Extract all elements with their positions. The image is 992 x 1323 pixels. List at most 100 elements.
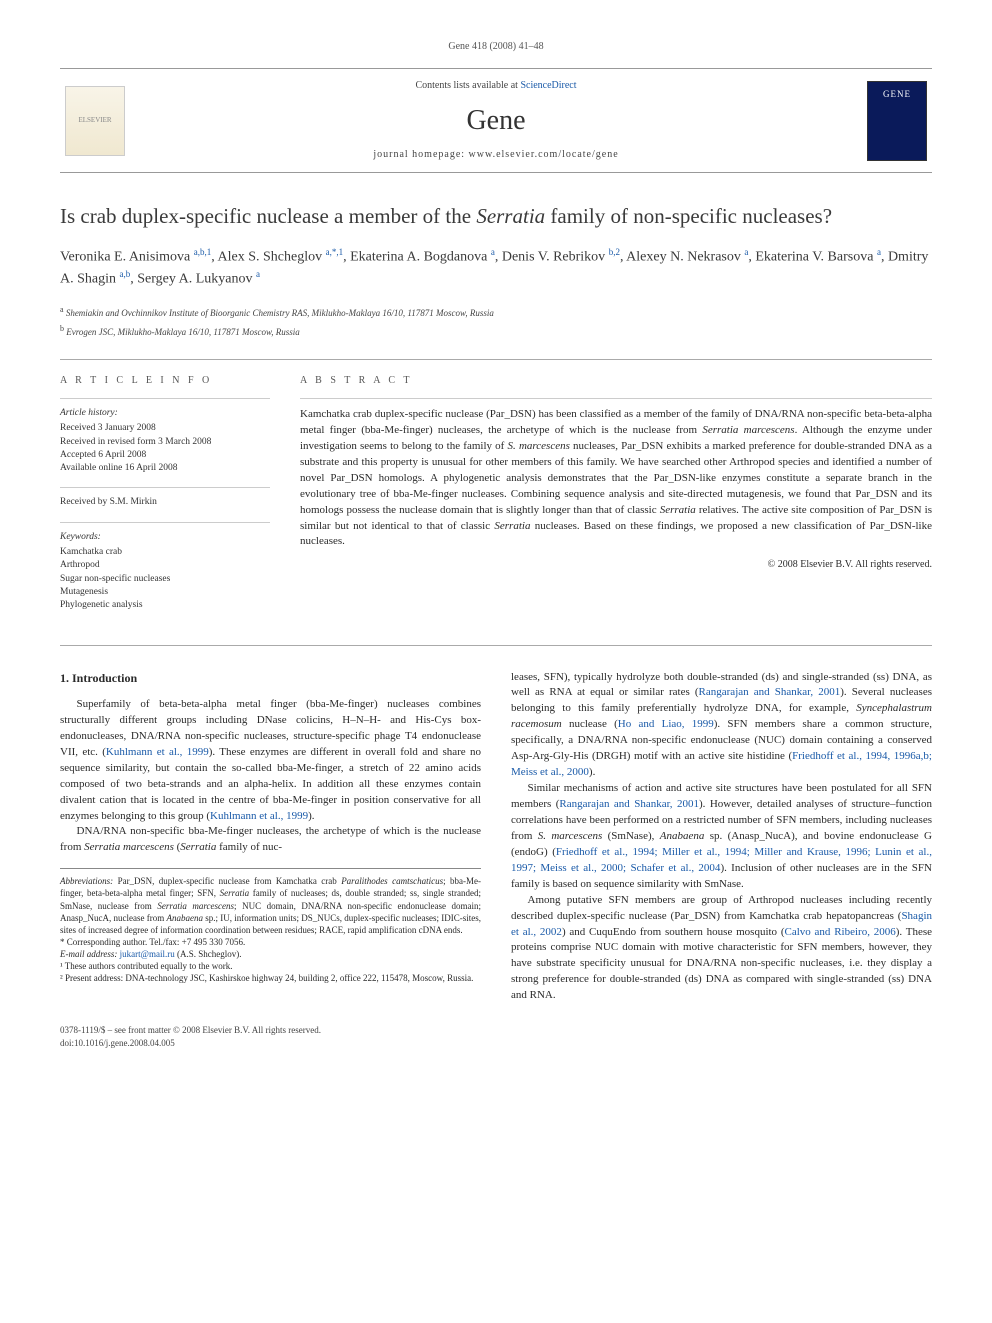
p4b: ) and CuquEndo from southern house mosqu… bbox=[562, 926, 785, 938]
footnote-2: ² Present address: DNA-technology JSC, K… bbox=[60, 972, 481, 984]
history-received: Received 3 January 2008 bbox=[60, 422, 270, 435]
email-link[interactable]: jukart@mail.ru bbox=[120, 949, 175, 959]
kw-5: Phylogenetic analysis bbox=[60, 599, 270, 612]
ref-ho-liao[interactable]: Ho and Liao, 1999 bbox=[618, 718, 714, 730]
info-rule-3 bbox=[60, 522, 270, 523]
intro-p3: Similar mechanisms of action and active … bbox=[511, 781, 932, 893]
p2f: nuclease ( bbox=[562, 718, 618, 730]
author-1: Veronika E. Anisimova bbox=[60, 250, 194, 265]
abbreviations: Abbreviations: Par_DSN, duplex-specific … bbox=[60, 875, 481, 936]
footer-meta: 0378-1119/$ – see front matter © 2008 El… bbox=[60, 1024, 932, 1049]
ref-kuhlmann-2[interactable]: Kuhlmann et al., 1999 bbox=[210, 810, 308, 822]
author-3-aff[interactable]: a bbox=[491, 247, 495, 257]
history-head: Article history: bbox=[60, 407, 270, 420]
kw-2: Arthropod bbox=[60, 559, 270, 572]
title-post: family of non-specific nucleases? bbox=[545, 204, 832, 228]
abbrev-head: Abbreviations: bbox=[60, 876, 113, 886]
intro-heading: 1. Introduction bbox=[60, 670, 481, 687]
author-1-aff[interactable]: a,b,1 bbox=[194, 247, 212, 257]
kw-4: Mutagenesis bbox=[60, 586, 270, 599]
abbrev-i4: Anabaena bbox=[166, 913, 203, 923]
p3i2: Anabaena bbox=[660, 830, 705, 842]
email-post: (A.S. Shcheglov). bbox=[175, 949, 242, 959]
author-2: Alex S. Shcheglov bbox=[218, 250, 326, 265]
intro-p4: Among putative SFN members are group of … bbox=[511, 893, 932, 1005]
ref-kuhlmann-1[interactable]: Kuhlmann et al., 1999 bbox=[106, 746, 209, 758]
abstract: A B S T R A C T Kamchatka crab duplex-sp… bbox=[300, 374, 932, 625]
author-6-aff[interactable]: a bbox=[877, 247, 881, 257]
author-list: Veronika E. Anisimova a,b,1, Alex S. Shc… bbox=[60, 246, 932, 289]
article-info-heading: A R T I C L E I N F O bbox=[60, 374, 270, 388]
abstract-rule bbox=[300, 398, 932, 399]
history-accepted: Accepted 6 April 2008 bbox=[60, 449, 270, 462]
intro-p1: Superfamily of beta-beta-alpha metal fin… bbox=[60, 697, 481, 825]
ref-rangarajan-2[interactable]: Rangarajan and Shankar, 2001 bbox=[559, 798, 699, 810]
p3i1: S. marcescens bbox=[538, 830, 603, 842]
ref-rangarajan-1[interactable]: Rangarajan and Shankar, 2001 bbox=[699, 686, 841, 698]
email-line: E-mail address: jukart@mail.ru (A.S. Shc… bbox=[60, 948, 481, 960]
abbrev-i1: Paralithodes camtschaticus bbox=[341, 876, 443, 886]
affiliation-a-text: Shemiakin and Ovchinnikov Institute of B… bbox=[66, 308, 494, 318]
front-matter-line: 0378-1119/$ – see front matter © 2008 El… bbox=[60, 1024, 932, 1037]
author-6: Ekaterina V. Barsova bbox=[755, 250, 877, 265]
abs-i3: Serratia bbox=[660, 504, 696, 516]
kw-1: Kamchatka crab bbox=[60, 546, 270, 559]
p1c: ). bbox=[308, 810, 314, 822]
elsevier-logo: ELSEVIER bbox=[65, 86, 125, 156]
author-4-aff[interactable]: b,2 bbox=[609, 247, 620, 257]
journal-cover-thumb: GENE bbox=[867, 81, 927, 161]
p2i1: Serratia marcescens bbox=[84, 841, 174, 853]
affiliation-b-text: Evrogen JSC, Miklukho-Maklaya 16/10, 117… bbox=[66, 327, 300, 337]
abbrev-a: Par_DSN, duplex-specific nuclease from K… bbox=[113, 876, 341, 886]
running-header: Gene 418 (2008) 41–48 bbox=[60, 40, 932, 54]
journal-homepage: journal homepage: www.elsevier.com/locat… bbox=[130, 148, 862, 162]
divider bbox=[60, 359, 932, 360]
divider-2 bbox=[60, 645, 932, 646]
abstract-text: Kamchatka crab duplex-specific nuclease … bbox=[300, 407, 932, 550]
abbrev-i2: Serratia bbox=[220, 888, 250, 898]
author-5: Alexey N. Nekrasov bbox=[626, 250, 744, 265]
author-4: Denis V. Rebrikov bbox=[502, 250, 609, 265]
abbrev-i3: Serratia marcescens bbox=[157, 901, 234, 911]
keywords-head: Keywords: bbox=[60, 531, 270, 544]
ref-calvo[interactable]: Calvo and Ribeiro, 2006 bbox=[785, 926, 896, 938]
received-by: Received by S.M. Mirkin bbox=[60, 496, 270, 509]
doi-line: doi:10.1016/j.gene.2008.04.005 bbox=[60, 1037, 932, 1050]
publisher-logo-box: ELSEVIER bbox=[60, 81, 130, 161]
info-abstract-row: A R T I C L E I N F O Article history: R… bbox=[60, 374, 932, 625]
corresponding-author: * Corresponding author. Tel./fax: +7 495… bbox=[60, 936, 481, 948]
footnote-1: ¹ These authors contributed equally to t… bbox=[60, 960, 481, 972]
history-online: Available online 16 April 2008 bbox=[60, 462, 270, 475]
journal-name: Gene bbox=[130, 101, 862, 140]
email-label: E-mail address: bbox=[60, 949, 120, 959]
affiliation-b: b Evrogen JSC, Miklukho-Maklaya 16/10, 1… bbox=[60, 323, 932, 339]
author-3: Ekaterina A. Bogdanova bbox=[350, 250, 491, 265]
title-pre: Is crab duplex-specific nuclease a membe… bbox=[60, 204, 476, 228]
author-8: Sergey A. Lukyanov bbox=[137, 272, 256, 287]
abstract-heading: A B S T R A C T bbox=[300, 374, 932, 388]
abs-i4: Serratia bbox=[494, 520, 530, 532]
history-revised: Received in revised form 3 March 2008 bbox=[60, 436, 270, 449]
article-info: A R T I C L E I N F O Article history: R… bbox=[60, 374, 270, 625]
author-7-aff[interactable]: a,b bbox=[120, 269, 131, 279]
abs-i2: S. marcescens bbox=[508, 440, 570, 452]
p4a: Among putative SFN members are group of … bbox=[511, 894, 932, 922]
sciencedirect-link[interactable]: ScienceDirect bbox=[520, 80, 576, 91]
p3c: (SmNase), bbox=[602, 830, 659, 842]
p2i2: Serratia bbox=[180, 841, 216, 853]
p2h: ). bbox=[589, 766, 595, 778]
abstract-copyright: © 2008 Elsevier B.V. All rights reserved… bbox=[300, 558, 932, 572]
info-rule-1 bbox=[60, 398, 270, 399]
body-columns: 1. Introduction Superfamily of beta-beta… bbox=[60, 670, 932, 1005]
p2c: family of nuc bbox=[216, 841, 278, 853]
footnotes: Abbreviations: Par_DSN, duplex-specific … bbox=[60, 868, 481, 984]
info-rule-2 bbox=[60, 487, 270, 488]
author-5-aff[interactable]: a bbox=[744, 247, 748, 257]
journal-cover-box: GENE bbox=[862, 81, 932, 161]
keywords-block: Keywords: Kamchatka crab Arthropod Sugar… bbox=[60, 531, 270, 613]
author-8-aff[interactable]: a bbox=[256, 269, 260, 279]
author-2-aff[interactable]: a,*,1 bbox=[326, 247, 344, 257]
kw-3: Sugar non-specific nucleases bbox=[60, 573, 270, 586]
title-italic: Serratia bbox=[476, 204, 545, 228]
masthead: ELSEVIER Contents lists available at Sci… bbox=[60, 68, 932, 173]
